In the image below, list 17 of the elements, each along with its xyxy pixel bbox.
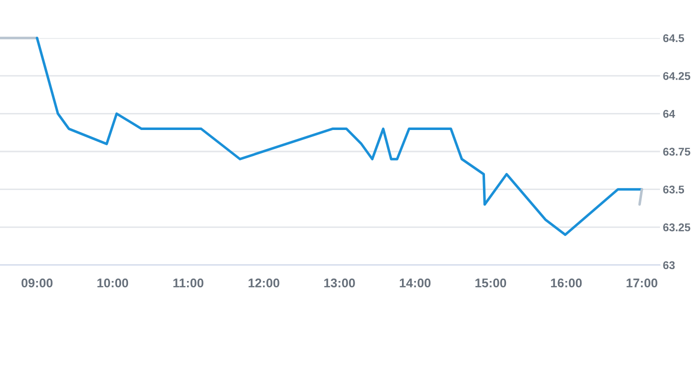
y-tick-label: 64.5 (663, 34, 684, 42)
y-tick-label: 64 (663, 110, 676, 118)
y-tick-label: 63 (663, 261, 675, 270)
x-tick-label: 11:00 (173, 278, 204, 288)
x-tick-label: 09:00 (22, 278, 53, 288)
y-tick-label: 63.5 (663, 186, 684, 194)
y-tick-label: 63.25 (663, 223, 690, 232)
x-tick-label: 15:00 (475, 278, 506, 288)
x-tick-label: 13:00 (324, 278, 355, 288)
x-tick-label: 10:00 (97, 278, 128, 288)
x-tick-label: 16:00 (551, 278, 582, 288)
line-series (36, 36, 644, 236)
x-tick-label: 17:00 (626, 278, 658, 288)
x-tick-label: 14:00 (400, 278, 431, 288)
y-tick-label: 63.75 (663, 148, 690, 156)
y-tick-label: 64.25 (663, 72, 690, 80)
x-tick-label: 12:00 (248, 278, 280, 288)
